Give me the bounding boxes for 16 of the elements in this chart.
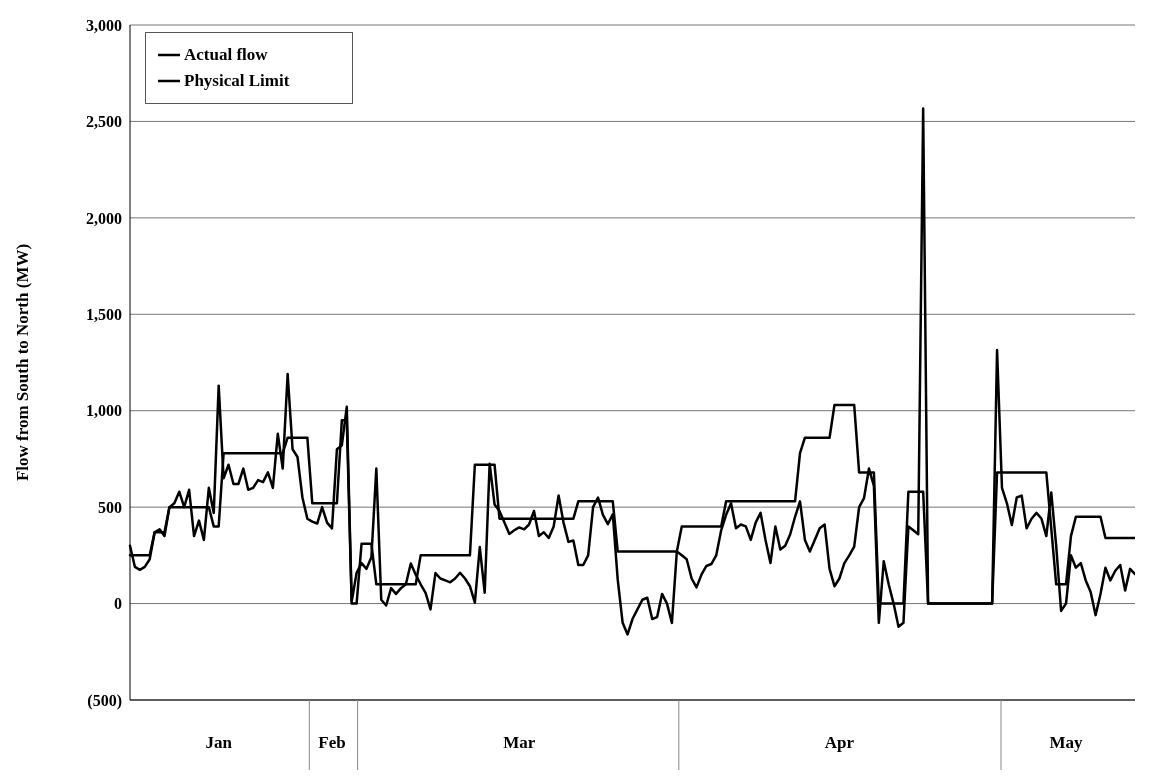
y-tick-label: 500 [98,498,122,516]
y-tick-label: (500) [87,691,122,710]
x-tick-label: Mar [503,733,536,753]
x-tick-label: Jan [205,733,233,753]
y-tick-label: 1,000 [86,402,122,420]
y-tick-label: 2,500 [86,113,122,131]
y-axis-title: Flow from South to North (MW) [13,243,33,482]
y-tick-label: 0 [114,595,122,613]
legend-label: Actual flow [184,45,268,65]
y-tick-label: 1,500 [86,305,122,323]
x-tick-label: Apr [824,733,855,753]
x-tick-label: Feb [318,733,346,753]
y-tick-label: 2,000 [86,209,122,227]
y-tick-label: 3,000 [86,16,122,34]
legend-label: Physical Limit [184,71,290,91]
x-tick-label: May [1049,733,1084,753]
